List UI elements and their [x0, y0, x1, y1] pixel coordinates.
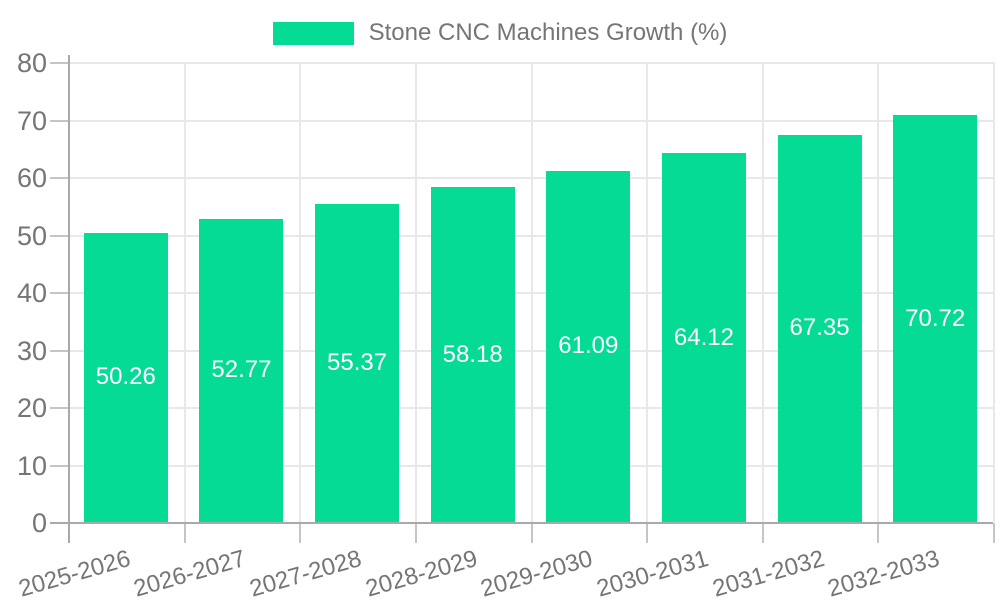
legend[interactable]: Stone CNC Machines Growth (%): [0, 14, 1000, 52]
bar-value-label: 55.37: [327, 348, 388, 376]
x-axis-tick: [183, 523, 186, 543]
x-axis-tick: [530, 523, 533, 543]
bar-value-label: 67.35: [789, 314, 850, 342]
bar-value-label: 50.26: [95, 363, 156, 391]
y-tick-label: 30: [16, 335, 47, 366]
x-axis-tick: [646, 523, 649, 543]
legend-swatch: [272, 21, 354, 45]
y-tick-label: 20: [16, 393, 47, 423]
x-tick-label: 2030-2031: [593, 545, 712, 600]
bar[interactable]: 52.77: [199, 218, 284, 522]
v-gridline: [761, 62, 764, 522]
bar[interactable]: 70.72: [893, 115, 978, 522]
y-axis-tick: [50, 407, 68, 409]
y-tick-label: 80: [16, 48, 47, 78]
bar-value-label: 52.77: [211, 356, 272, 384]
y-tick-label: 10: [16, 450, 47, 481]
y-tick-label: 60: [16, 163, 47, 193]
y-axis-tick: [50, 177, 68, 179]
y-axis-tick: [50, 119, 68, 122]
x-tick-label: 2032-2033: [824, 545, 943, 600]
v-gridline: [299, 62, 302, 522]
x-tick-label: 2031-2032: [709, 545, 828, 600]
bar[interactable]: 67.35: [777, 134, 862, 522]
bar[interactable]: 64.12: [661, 153, 746, 522]
v-gridline: [530, 62, 533, 522]
bar-value-label: 58.18: [442, 340, 503, 368]
x-tick-label: 2027-2028: [246, 545, 365, 600]
v-gridline: [993, 62, 995, 522]
y-axis-tick: [50, 292, 68, 294]
x-tick-label: 2026-2027: [131, 545, 249, 600]
y-tick-label: 0: [31, 508, 47, 538]
v-gridline: [414, 62, 417, 522]
x-tick-label: 2028-2029: [362, 545, 481, 600]
bar[interactable]: 55.37: [315, 203, 400, 522]
x-axis-tick: [877, 523, 880, 543]
y-tick-label: 70: [16, 105, 47, 136]
x-axis-line: [50, 522, 993, 524]
bar-value-label: 70.72: [905, 304, 966, 332]
bar[interactable]: 50.26: [83, 233, 168, 522]
bar-value-label: 64.12: [673, 323, 734, 351]
y-axis-tick: [50, 349, 68, 352]
x-tick-label: 2025-2026: [15, 545, 134, 600]
v-gridline: [183, 62, 186, 522]
x-tick-label: 2029-2030: [477, 545, 596, 600]
y-tick-label: 50: [16, 220, 47, 251]
y-tick-label: 40: [16, 278, 47, 308]
x-axis-tick: [299, 523, 302, 543]
y-axis-tick: [50, 464, 68, 467]
bar-value-label: 61.09: [558, 332, 619, 360]
legend-label: Stone CNC Machines Growth (%): [368, 19, 728, 46]
x-axis-tick: [414, 523, 417, 543]
bar[interactable]: 58.18: [430, 187, 515, 522]
v-gridline: [646, 62, 649, 522]
y-axis-line: [68, 55, 70, 543]
y-axis-tick: [50, 234, 68, 237]
x-axis-tick: [993, 523, 995, 543]
x-axis-tick: [761, 523, 764, 543]
bar[interactable]: 61.09: [546, 170, 631, 522]
y-axis-tick: [50, 62, 68, 64]
v-gridline: [877, 62, 880, 522]
